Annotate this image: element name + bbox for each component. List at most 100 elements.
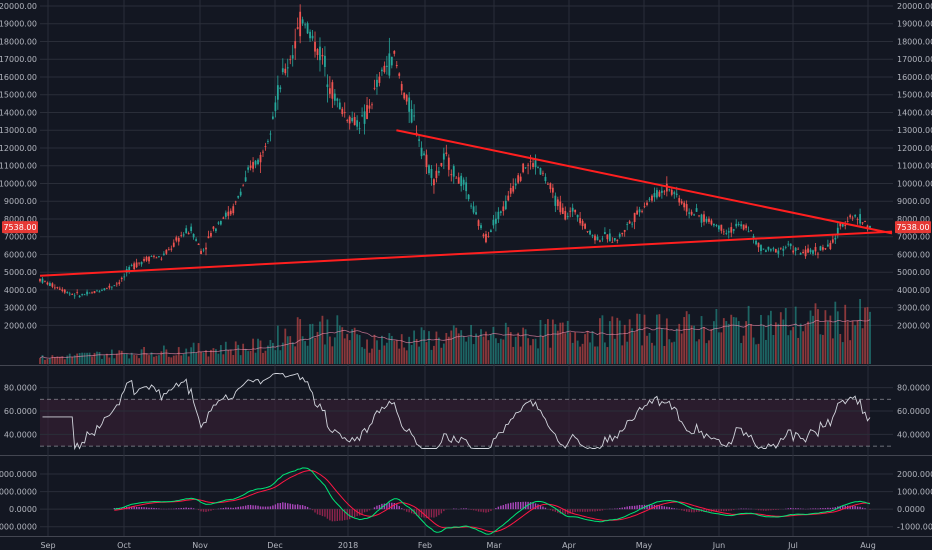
candle-body — [695, 208, 698, 212]
volume-bar — [356, 334, 359, 364]
volume-bar — [519, 346, 522, 364]
volume-bar — [537, 348, 539, 364]
volume-bar — [675, 328, 678, 364]
volume-bar — [854, 325, 857, 364]
macd-histogram-bar — [158, 508, 160, 510]
macd-histogram-bar — [485, 509, 487, 513]
candle-body — [158, 256, 160, 258]
volume-bar — [462, 336, 465, 364]
candle-body — [841, 223, 844, 227]
price-tick-label-left: 16000.00 — [0, 73, 37, 82]
candle-body — [485, 233, 487, 243]
volume-bar — [385, 342, 388, 364]
candle-body — [584, 223, 586, 229]
macd-histogram-bar — [636, 505, 638, 510]
macd-histogram-bar — [296, 504, 299, 510]
candle-body — [190, 226, 193, 232]
volume-bar — [341, 327, 344, 364]
candle-body — [271, 116, 274, 119]
volume-bar — [784, 307, 787, 364]
volume-bar — [611, 316, 614, 364]
macd-histogram-bar — [633, 505, 636, 510]
volume-bar — [440, 347, 443, 364]
volume-bar — [752, 337, 755, 364]
candle-body — [502, 206, 505, 212]
candle-body — [440, 162, 443, 166]
macd-histogram-bar — [589, 509, 591, 512]
volume-bar — [71, 356, 74, 364]
candle-body — [202, 249, 205, 251]
candle-body — [487, 236, 490, 237]
volume-bar — [252, 338, 254, 364]
volume-bar — [133, 354, 136, 364]
volume-bar — [579, 346, 582, 364]
macd-histogram-bar — [532, 502, 534, 510]
candle-body — [581, 220, 584, 227]
macd-histogram-bar — [227, 507, 229, 510]
candle-body — [91, 292, 93, 294]
volume-bar — [158, 355, 160, 364]
macd-histogram-bar — [720, 509, 723, 512]
last-price-badge-left: 7538.00 — [2, 221, 38, 234]
volume-bar — [351, 329, 354, 364]
candle-body — [98, 291, 101, 293]
macd-histogram-bar — [269, 506, 272, 510]
volume-bar — [331, 346, 334, 364]
candle-body — [846, 220, 849, 222]
volume-bar — [224, 341, 227, 364]
price-tick-label-right: 13000.00 — [897, 126, 932, 135]
volume-bar — [110, 349, 113, 364]
macd-histogram-bar — [770, 509, 772, 511]
volume-bar — [849, 340, 852, 364]
candle-body — [180, 235, 183, 237]
volume-bar — [472, 344, 475, 364]
candle-body — [849, 215, 852, 218]
candle-body — [693, 214, 695, 216]
candle-body — [86, 291, 88, 295]
volume-bar — [418, 346, 420, 364]
volume-bar — [517, 332, 520, 364]
candle-body — [490, 230, 492, 233]
macd-histogram-bar — [594, 509, 596, 512]
volume-bar — [115, 353, 118, 364]
volume-bar — [760, 314, 762, 364]
macd-histogram-bar — [723, 509, 725, 512]
macd-histogram-bar — [713, 509, 715, 512]
volume-bar — [613, 338, 616, 364]
candle-body — [745, 225, 748, 229]
volume-bar — [309, 324, 311, 364]
candle-body — [162, 253, 165, 255]
volume-bar — [249, 350, 252, 364]
candle-body — [346, 120, 349, 121]
candle-body — [376, 79, 378, 87]
macd-histogram-bar — [505, 504, 507, 510]
volume-bar — [264, 350, 267, 364]
candle-body — [527, 164, 529, 166]
candle-body — [358, 128, 361, 130]
candle-body — [328, 88, 331, 94]
price-tick-label-right: 15000.00 — [897, 91, 932, 100]
macd-histogram-bar — [368, 509, 371, 511]
macd-histogram-bar — [425, 509, 428, 519]
candle-body — [224, 212, 227, 217]
macd-histogram-bar — [121, 507, 123, 510]
rsi-tick-label-right: 60.0000 — [897, 407, 930, 416]
macd-histogram-bar — [522, 501, 524, 510]
macd-histogram-bar — [287, 503, 289, 510]
volume-bar — [316, 331, 319, 364]
macd-histogram-bar — [658, 505, 661, 510]
macd-histogram-bar — [249, 504, 252, 510]
macd-histogram-bar — [339, 509, 341, 521]
candle-body — [779, 247, 782, 249]
candle-body — [324, 55, 326, 67]
volume-bar — [306, 345, 309, 364]
candle-body — [740, 224, 743, 227]
candle-body — [103, 288, 106, 291]
candle-body — [105, 287, 108, 289]
macd-histogram-bar — [143, 507, 145, 510]
volume-bar — [239, 355, 242, 364]
candle-body — [804, 249, 807, 257]
macd-histogram-bar — [824, 508, 827, 510]
volume-bar — [53, 357, 56, 364]
